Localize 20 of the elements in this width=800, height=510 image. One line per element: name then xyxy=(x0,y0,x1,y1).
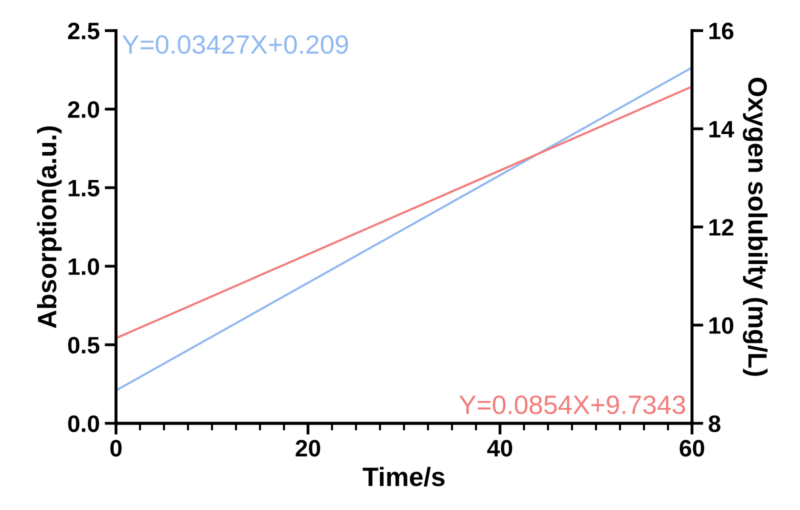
x-axis-title: Time/s xyxy=(362,466,444,486)
x-tick-label: 20 xyxy=(296,440,320,457)
x-tick-label: 40 xyxy=(487,440,512,457)
y-tick-label: 1.5 xyxy=(68,180,100,196)
y-tick-label: 0.0 xyxy=(68,415,100,432)
y-tick-label: 0.5 xyxy=(68,336,100,354)
y2-tick-label: 8 xyxy=(708,415,720,432)
x-tick-label: 0 xyxy=(110,440,122,457)
text: Y=0.0854X+9.7343 xyxy=(459,395,686,414)
y2-tick-label: 10 xyxy=(709,317,734,334)
y2-axis-title: Oxygen solubilty (mg/L) xyxy=(742,78,768,376)
y-tick-label: 1.0 xyxy=(68,258,100,276)
text: Y=0.03427X+0.209 xyxy=(122,35,348,54)
x-tick-label: 60 xyxy=(680,440,704,457)
y2-tick-label: 16 xyxy=(709,22,734,40)
y2-tick-label: 12 xyxy=(709,219,734,236)
y2-tick-label: 14 xyxy=(709,121,734,138)
y-axis-title: Absorption(a.u.) xyxy=(37,126,62,328)
y-tick-label: 2.0 xyxy=(68,101,100,118)
y-tick-label: 2.5 xyxy=(68,22,100,40)
